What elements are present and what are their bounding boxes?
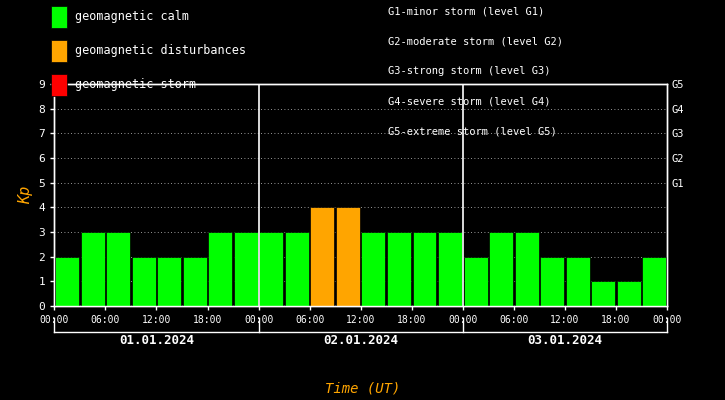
Bar [132, 257, 156, 306]
Bar [438, 232, 462, 306]
Text: G5-extreme storm (level G5): G5-extreme storm (level G5) [388, 126, 557, 136]
Bar [515, 232, 539, 306]
Text: Time (UT): Time (UT) [325, 382, 400, 396]
Bar [183, 257, 207, 306]
Text: G1-minor storm (level G1): G1-minor storm (level G1) [388, 6, 544, 16]
Bar [260, 232, 283, 306]
Text: G3-strong storm (level G3): G3-strong storm (level G3) [388, 66, 550, 76]
Bar [157, 257, 181, 306]
Bar [55, 257, 79, 306]
Bar [413, 232, 436, 306]
Bar [80, 232, 104, 306]
Bar [566, 257, 589, 306]
Bar [540, 257, 564, 306]
Bar [362, 232, 386, 306]
Bar [234, 232, 258, 306]
Text: G2-moderate storm (level G2): G2-moderate storm (level G2) [388, 36, 563, 46]
Y-axis label: Kp: Kp [18, 186, 33, 204]
Text: 01.01.2024: 01.01.2024 [119, 334, 194, 347]
Bar [489, 232, 513, 306]
Bar [106, 232, 130, 306]
Bar [617, 281, 641, 306]
Text: geomagnetic calm: geomagnetic calm [75, 10, 189, 23]
Text: 02.01.2024: 02.01.2024 [323, 334, 398, 347]
Text: geomagnetic storm: geomagnetic storm [75, 78, 196, 91]
Bar [208, 232, 232, 306]
Text: G4-severe storm (level G4): G4-severe storm (level G4) [388, 96, 550, 106]
Bar [336, 207, 360, 306]
Bar [387, 232, 411, 306]
Bar [463, 257, 487, 306]
Text: geomagnetic disturbances: geomagnetic disturbances [75, 44, 246, 57]
Bar [310, 207, 334, 306]
Text: 03.01.2024: 03.01.2024 [527, 334, 602, 347]
Bar [591, 281, 616, 306]
Bar [642, 257, 666, 306]
Bar [285, 232, 309, 306]
